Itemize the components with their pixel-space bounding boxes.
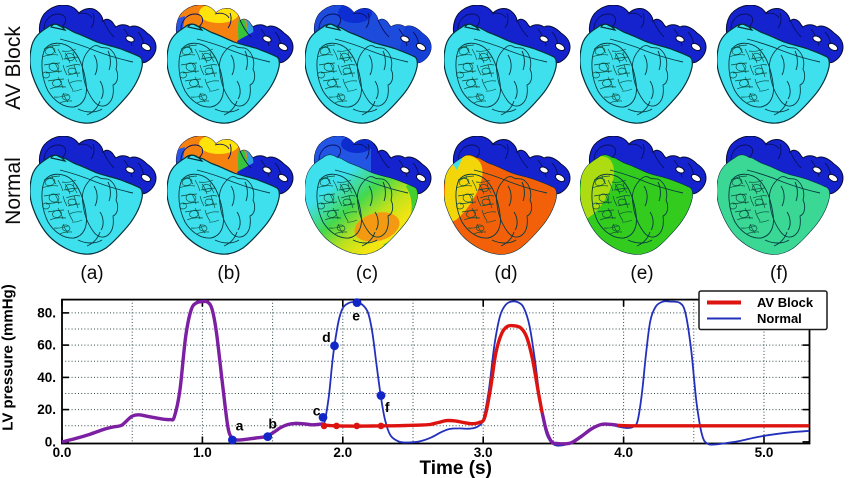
- svg-text:2.0: 2.0: [333, 445, 352, 460]
- svg-text:3.0: 3.0: [474, 445, 493, 460]
- svg-text:1.0: 1.0: [193, 445, 212, 460]
- svg-text:20.: 20.: [37, 402, 56, 417]
- svg-text:40.: 40.: [37, 370, 56, 385]
- svg-text:0.0: 0.0: [53, 445, 72, 460]
- svg-text:c: c: [313, 402, 321, 418]
- svg-text:Normal: Normal: [757, 311, 802, 326]
- svg-text:5.0: 5.0: [755, 445, 774, 460]
- svg-text:0.: 0.: [45, 434, 56, 449]
- svg-text:4.0: 4.0: [614, 445, 633, 460]
- svg-text:e: e: [352, 308, 360, 324]
- svg-text:80.: 80.: [37, 305, 56, 320]
- svg-text:Time (s): Time (s): [419, 458, 492, 478]
- svg-text:AV Block: AV Block: [757, 295, 814, 310]
- svg-text:b: b: [268, 415, 277, 431]
- svg-text:f: f: [385, 399, 390, 415]
- svg-text:60.: 60.: [37, 338, 56, 353]
- svg-text:a: a: [236, 418, 244, 434]
- svg-text:d: d: [322, 329, 331, 345]
- svg-text:LV pressure (mmHg): LV pressure (mmHg): [0, 284, 17, 430]
